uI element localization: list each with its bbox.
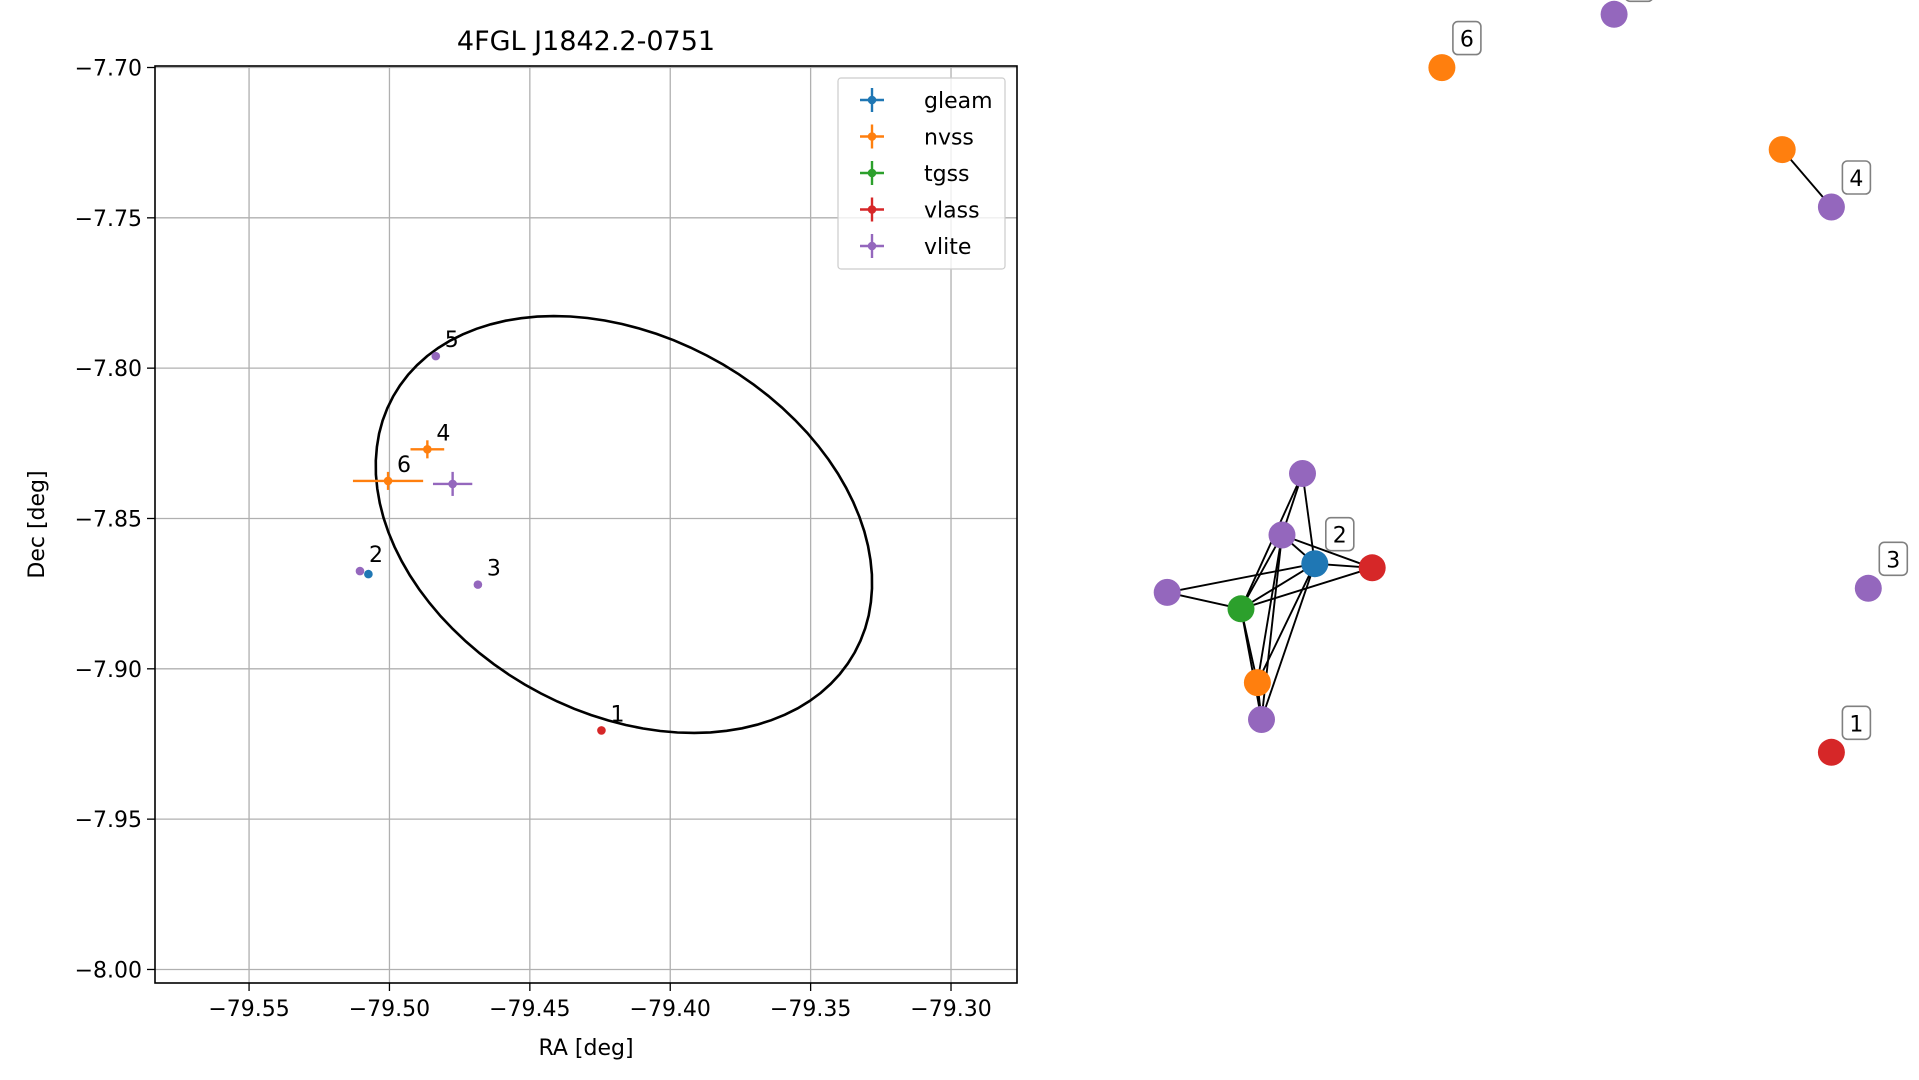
source-label: 2	[369, 543, 383, 568]
network-node-circle	[1359, 554, 1386, 581]
y-axis-label: Dec [deg]	[25, 470, 50, 578]
network-edge	[1303, 474, 1315, 564]
network-edge	[1241, 609, 1262, 720]
source-label: 1	[610, 702, 624, 727]
source-point	[597, 726, 606, 735]
source-point	[364, 570, 373, 579]
source-label: 6	[397, 453, 411, 478]
network-node-circle	[1769, 136, 1796, 163]
y-tick-label: −7.80	[75, 357, 142, 382]
error-ellipse-layer	[376, 316, 872, 733]
network-node-circle	[1228, 595, 1255, 622]
network-node-circle	[1818, 194, 1845, 221]
association-network-graph: 2 6 5 4 3 1	[1154, 0, 1908, 766]
source-label: 5	[445, 328, 459, 353]
figure: 1 2 3 4 5 6 −79.55 −79.50 −79.45 −79.40 −79.35 −79…	[0, 0, 1919, 1080]
network-node-vlite: 4	[1818, 161, 1871, 221]
network-node-circle	[1244, 669, 1271, 696]
x-tick-label: −79.30	[910, 997, 991, 1022]
legend-marker-dot	[868, 132, 877, 141]
network-node-vlass	[1359, 554, 1386, 581]
error-ellipse	[376, 316, 872, 733]
source-marker-nvss: 6	[353, 453, 423, 490]
source-markers: 1 2 3 4 5 6	[353, 328, 624, 735]
network-node-circle	[1289, 460, 1316, 487]
source-marker-vlite: 5	[431, 328, 458, 360]
network-node-vlite: 3	[1855, 542, 1908, 602]
network-node-circle	[1248, 706, 1275, 733]
network-node-nvss	[1244, 669, 1271, 696]
source-point	[448, 480, 457, 489]
legend: gleam nvss tgss vlass vlite	[838, 78, 1005, 269]
network-node-vlite	[1248, 706, 1275, 733]
x-axis-label: RA [deg]	[538, 1036, 633, 1061]
network-node-label: 6	[1460, 28, 1474, 53]
network-node-circle	[1301, 550, 1328, 577]
source-point	[431, 352, 440, 361]
network-edges	[1167, 150, 1831, 720]
network-node-label: 4	[1849, 167, 1863, 192]
network-node-circle	[1818, 739, 1845, 766]
source-label: 3	[487, 557, 501, 582]
network-node-vlite	[1154, 579, 1181, 606]
network-node-label-box	[1625, 0, 1653, 1]
source-point	[423, 445, 432, 454]
legend-marker-dot	[868, 242, 877, 251]
source-label: 4	[436, 421, 450, 446]
x-tick-label: −79.35	[770, 997, 851, 1022]
network-node-vlite	[1269, 522, 1296, 549]
source-marker-gleam	[364, 570, 373, 579]
legend-label: vlite	[924, 235, 971, 260]
source-point	[356, 567, 365, 576]
legend-label: tgss	[924, 162, 970, 187]
source-marker-vlite: 3	[474, 557, 501, 589]
legend-label: nvss	[924, 126, 974, 151]
legend-marker-dot	[868, 169, 877, 178]
legend-marker-dot	[868, 96, 877, 105]
x-tick-label: −79.50	[349, 997, 430, 1022]
y-tick-label: −7.85	[75, 507, 142, 532]
y-tick-label: −7.75	[75, 207, 142, 232]
legend-label: vlass	[924, 199, 980, 224]
network-nodes: 2 6 5 4 3 1	[1154, 0, 1908, 766]
source-marker-vlite	[433, 472, 472, 496]
y-tick-label: −7.70	[75, 57, 142, 82]
network-node-tgss	[1228, 595, 1255, 622]
network-node-circle	[1154, 579, 1181, 606]
network-node-vlite: 5	[1601, 0, 1654, 28]
x-tick-label: −79.40	[630, 997, 711, 1022]
source-marker-nvss: 4	[411, 421, 451, 458]
network-node-label: 2	[1333, 524, 1347, 549]
network-node-circle	[1855, 575, 1882, 602]
network-node-vlass: 1	[1818, 706, 1871, 766]
network-node-label: 1	[1849, 712, 1863, 737]
x-tick-label: −79.55	[208, 997, 289, 1022]
chart-title: 4FGL J1842.2-0751	[457, 26, 715, 57]
sky-position-scatter-plot: 1 2 3 4 5 6 −79.55 −79.50 −79.45 −79.40 −79.35 −79…	[25, 26, 1017, 1061]
legend-label: gleam	[924, 89, 993, 114]
legend-marker-dot	[868, 205, 877, 214]
y-tick-label: −7.95	[75, 808, 142, 833]
source-point	[474, 580, 483, 589]
y-tick-label: −8.00	[75, 958, 142, 983]
network-node-label: 3	[1886, 548, 1900, 573]
y-tick-label: −7.90	[75, 658, 142, 683]
network-node-circle	[1601, 1, 1628, 28]
network-node-vlite	[1289, 460, 1316, 487]
network-node-nvss	[1769, 136, 1796, 163]
network-node-nvss: 6	[1428, 22, 1481, 82]
x-tick-label: −79.45	[489, 997, 570, 1022]
network-node-circle	[1269, 522, 1296, 549]
network-node-circle	[1428, 54, 1455, 81]
source-point	[384, 477, 393, 486]
